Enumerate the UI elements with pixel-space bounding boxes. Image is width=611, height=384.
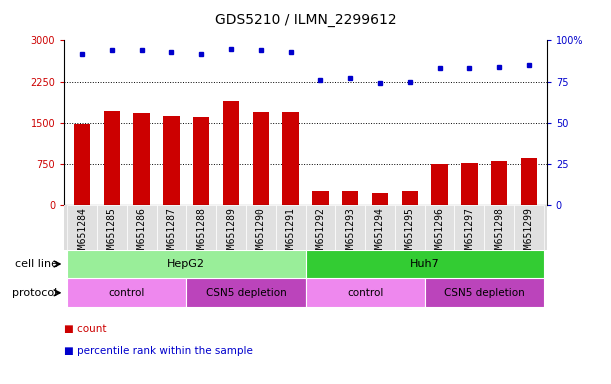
Bar [67,278,186,307]
Bar [97,205,126,250]
Bar [246,205,276,250]
Bar [372,193,388,205]
Bar [335,205,365,250]
Bar [276,205,306,250]
Text: CSN5 depletion: CSN5 depletion [205,288,287,298]
Bar [133,113,150,205]
Bar [67,250,306,278]
Bar [491,161,507,205]
Text: CSN5 depletion: CSN5 depletion [444,288,525,298]
Bar [186,278,306,307]
Text: GSM651292: GSM651292 [315,207,326,260]
Bar [163,116,180,205]
Text: GSM651298: GSM651298 [494,207,504,260]
Text: GSM651289: GSM651289 [226,207,236,260]
Bar [74,124,90,205]
Text: GSM651297: GSM651297 [464,207,474,260]
Text: GSM651299: GSM651299 [524,207,534,260]
Text: GSM651290: GSM651290 [256,207,266,260]
Bar [156,205,186,250]
Text: GSM651286: GSM651286 [137,207,147,260]
Text: GSM651294: GSM651294 [375,207,385,260]
Bar [104,111,120,205]
Text: Huh7: Huh7 [410,259,439,269]
Text: GSM651284: GSM651284 [77,207,87,260]
Text: control: control [347,288,383,298]
Bar [461,163,478,205]
Bar [223,101,239,205]
Text: GSM651288: GSM651288 [196,207,207,260]
Bar [431,164,448,205]
Bar [67,205,97,250]
Text: GSM651296: GSM651296 [434,207,445,260]
Bar [425,278,544,307]
Bar [306,250,544,278]
Bar [455,205,485,250]
Text: ■ percentile rank within the sample: ■ percentile rank within the sample [64,346,253,356]
Bar [401,191,418,205]
Bar [282,112,299,205]
Text: GSM651291: GSM651291 [285,207,296,260]
Text: ■ count: ■ count [64,324,107,334]
Bar [312,190,329,205]
Text: GSM651293: GSM651293 [345,207,355,260]
Text: control: control [109,288,145,298]
Bar [395,205,425,250]
Bar [186,205,216,250]
Text: HepG2: HepG2 [167,259,205,269]
Text: GSM651295: GSM651295 [404,207,415,260]
Bar [126,205,156,250]
Bar [365,205,395,250]
Bar [521,157,537,205]
Text: GDS5210 / ILMN_2299612: GDS5210 / ILMN_2299612 [214,13,397,27]
Bar [306,278,425,307]
Bar [514,205,544,250]
Text: GSM651285: GSM651285 [107,207,117,260]
Bar [252,112,269,205]
Bar [342,191,359,205]
Bar [306,205,335,250]
Text: protocol: protocol [12,288,61,298]
Text: cell line: cell line [15,259,61,269]
Bar [425,205,455,250]
Bar [216,205,246,250]
Text: GSM651287: GSM651287 [166,207,177,260]
Bar [193,117,210,205]
Bar [485,205,514,250]
